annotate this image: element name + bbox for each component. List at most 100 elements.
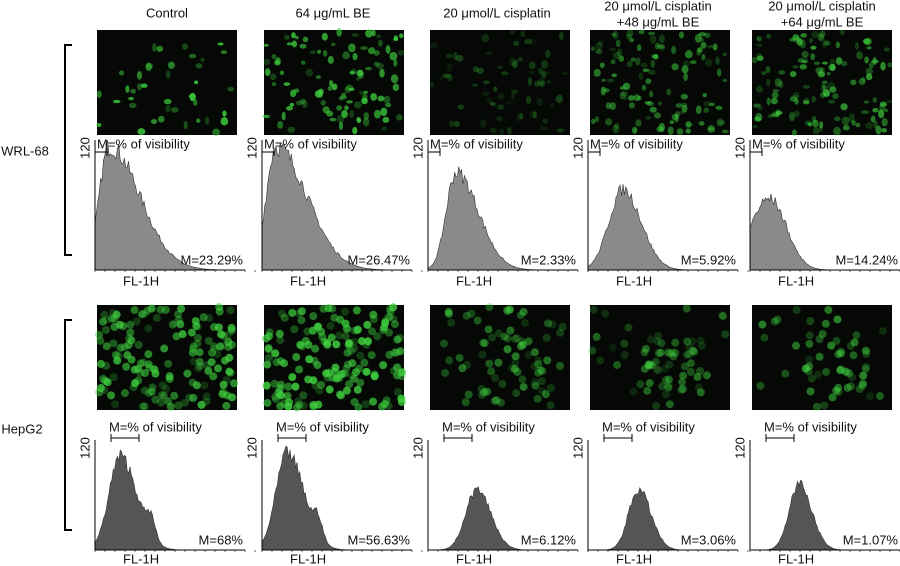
cell xyxy=(716,68,722,77)
cell xyxy=(761,71,767,76)
cell xyxy=(836,349,845,358)
cell xyxy=(850,338,859,347)
cell xyxy=(464,390,473,399)
cell xyxy=(318,332,327,341)
cell xyxy=(393,59,398,67)
cell xyxy=(289,102,295,107)
cell xyxy=(321,32,328,41)
histogram xyxy=(94,139,235,271)
cell xyxy=(503,306,512,315)
cell xyxy=(324,304,333,313)
cell xyxy=(317,49,322,54)
cell xyxy=(840,60,848,67)
cell xyxy=(858,381,867,390)
cell xyxy=(524,38,532,45)
cell xyxy=(686,359,695,368)
cell xyxy=(274,388,283,397)
cell xyxy=(126,328,135,337)
cell xyxy=(642,68,650,73)
cell xyxy=(373,61,380,67)
micrograph xyxy=(429,29,570,137)
cell xyxy=(881,127,887,133)
cell xyxy=(683,337,692,346)
cell xyxy=(610,59,616,65)
cell xyxy=(658,382,667,391)
cell xyxy=(339,95,348,100)
cell xyxy=(204,336,213,345)
cell xyxy=(438,76,444,80)
cell xyxy=(861,110,870,114)
cell xyxy=(546,383,555,392)
cell xyxy=(646,101,654,107)
cell xyxy=(271,81,277,87)
visibility-value: M=23.29% xyxy=(180,252,243,267)
y-axis-label: 120 xyxy=(410,137,425,159)
cell xyxy=(653,365,662,374)
cell xyxy=(170,391,179,400)
x-axis-label: FL-1H xyxy=(616,551,652,566)
cell xyxy=(177,304,186,313)
cell xyxy=(336,27,342,37)
cell xyxy=(379,326,388,335)
cell xyxy=(811,31,819,38)
cell xyxy=(536,366,545,375)
cell xyxy=(665,349,674,358)
cell xyxy=(609,102,617,111)
cell xyxy=(623,96,628,101)
micrograph xyxy=(751,29,893,136)
cell xyxy=(556,128,565,133)
cell xyxy=(271,54,277,60)
x-axis-label: FL-1H xyxy=(290,551,326,566)
cell xyxy=(288,308,297,317)
cell xyxy=(629,387,638,396)
cell xyxy=(538,367,547,376)
column-title: +64 μg/mL BE xyxy=(781,14,864,29)
cell xyxy=(214,323,223,332)
cell xyxy=(669,120,675,124)
cell xyxy=(147,304,156,313)
cell xyxy=(285,398,294,407)
cell xyxy=(645,116,652,120)
cell xyxy=(326,321,335,330)
cell xyxy=(115,320,124,329)
cell xyxy=(302,99,308,109)
cell xyxy=(140,386,149,395)
cell xyxy=(362,117,370,127)
gate-label: M=% of visibility xyxy=(430,136,523,151)
cell xyxy=(136,359,145,368)
cell xyxy=(751,57,758,64)
cell xyxy=(674,113,679,123)
cell xyxy=(848,373,857,382)
micrograph-background xyxy=(430,30,570,135)
cell xyxy=(537,78,546,86)
cell xyxy=(512,389,521,398)
cell xyxy=(377,39,383,47)
cell xyxy=(472,66,480,73)
cell xyxy=(157,115,165,123)
cell xyxy=(518,56,523,61)
cell xyxy=(820,401,829,410)
cell xyxy=(264,68,271,77)
cell xyxy=(539,80,545,88)
cell xyxy=(222,401,231,410)
cell xyxy=(618,55,625,62)
cell xyxy=(509,29,516,35)
cell xyxy=(385,102,392,108)
gate-label: M=% of visibility xyxy=(276,419,369,434)
cell xyxy=(601,309,610,318)
cell xyxy=(802,85,811,89)
cell xyxy=(832,386,841,395)
cell xyxy=(344,86,351,94)
cell xyxy=(862,349,871,358)
cell xyxy=(556,328,565,337)
cell xyxy=(678,31,685,39)
cell xyxy=(756,85,763,93)
cell xyxy=(540,70,547,79)
cell xyxy=(217,42,224,46)
cell xyxy=(445,356,454,365)
cell xyxy=(138,402,147,411)
cell xyxy=(643,386,652,395)
cell xyxy=(520,30,526,38)
gate-marker xyxy=(749,148,763,156)
cell xyxy=(219,380,228,389)
